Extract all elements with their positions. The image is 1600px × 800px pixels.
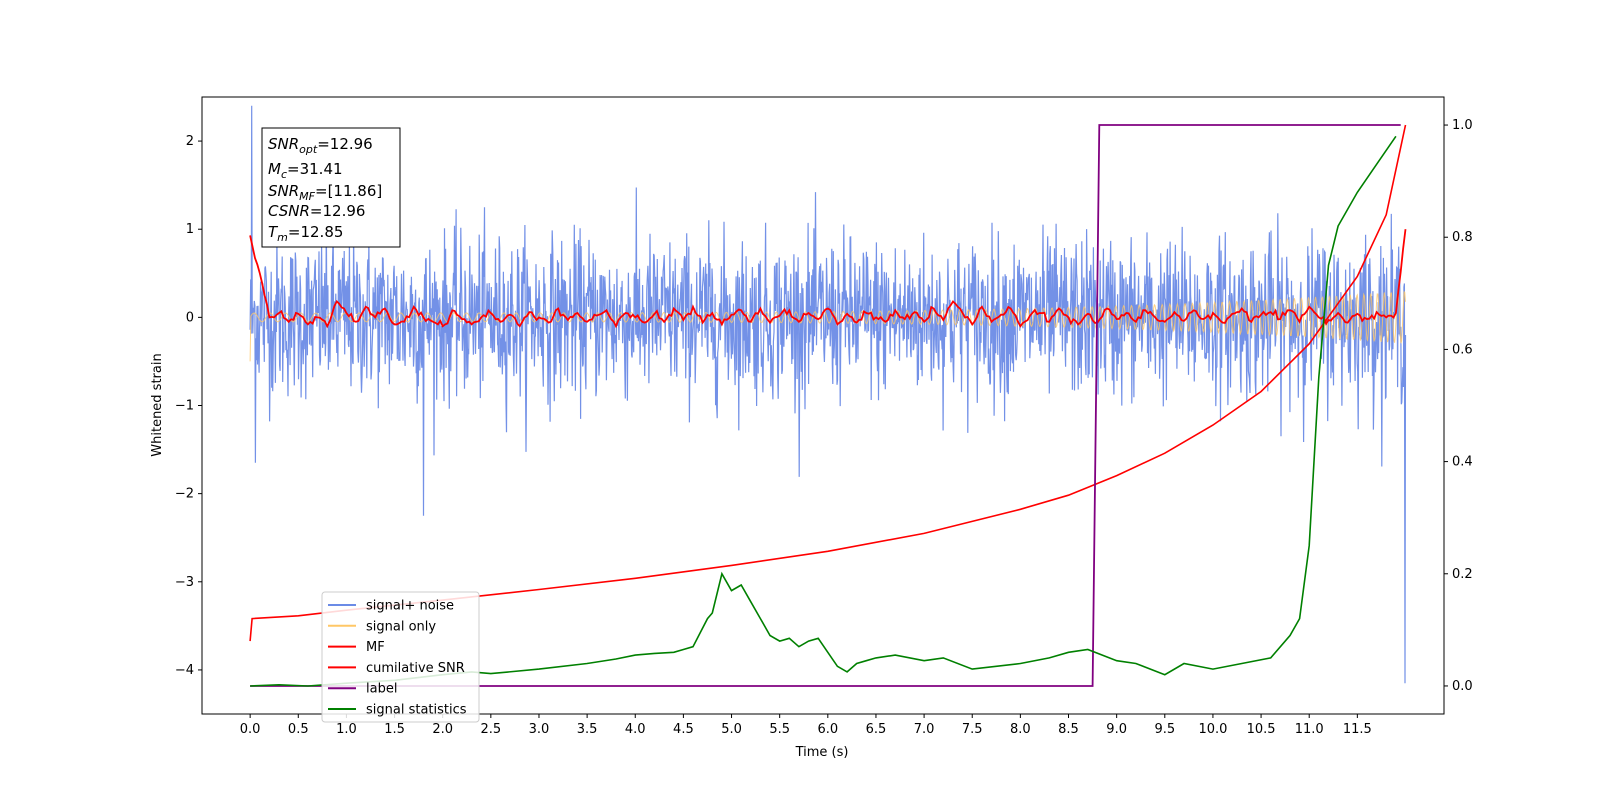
x-tick-label-1: 0.5 (288, 722, 309, 737)
x-tick-label-8: 4.0 (625, 722, 646, 737)
y2-tick-label-5: 0.0 (1452, 679, 1473, 694)
y2-tick-label-1: 0.8 (1452, 230, 1473, 245)
x-axis-label: Time (s) (795, 745, 849, 760)
legend-label-3: cumilative SNR (366, 661, 465, 676)
x-tick-label-2: 1.0 (336, 722, 357, 737)
legend-label-2: MF (366, 640, 385, 655)
x-tick-label-19: 9.5 (1154, 722, 1175, 737)
series-signal-only (249, 290, 1406, 362)
axes-layer: 0.0 0.5 1.0 1.5 2.0 2.5 3.0 3.5 4.0 4.5 5.0 5.5 6.0 6… (175, 118, 1473, 737)
y-tick-label-4: −2 (175, 487, 194, 502)
x-tick-label-23: 11.5 (1343, 722, 1372, 737)
x-tick-label-0: 0.0 (240, 722, 261, 737)
series-mf (249, 229, 1407, 329)
x-tick-label-4: 2.0 (432, 722, 453, 737)
y-tick-label-0: 2 (186, 134, 194, 149)
series-signal-statistics (250, 135, 1397, 687)
x-tick-label-10: 5.0 (721, 722, 742, 737)
info-tm: Tm=12.85 (268, 223, 343, 244)
info-csnr: CSNR=12.96 (268, 202, 365, 220)
y2-tick-label-4: 0.2 (1452, 567, 1473, 582)
y-tick-label-2: 0 (186, 310, 194, 325)
y-tick-label-3: −1 (175, 399, 194, 414)
y-tick-label-5: −3 (175, 575, 194, 590)
info-mc: Mc=31.41 (268, 160, 343, 181)
y2-tick-label-2: 0.6 (1452, 342, 1473, 357)
x-tick-label-17: 8.5 (1058, 722, 1079, 737)
x-tick-label-14: 7.0 (914, 722, 935, 737)
x-tick-label-20: 10.0 (1198, 722, 1227, 737)
x-tick-label-7: 3.5 (577, 722, 598, 737)
legend-label-4: label (366, 682, 397, 697)
x-tick-label-9: 4.5 (673, 722, 694, 737)
legend-label-0: signal+ noise (366, 599, 454, 614)
x-tick-label-3: 1.5 (384, 722, 405, 737)
info-snr-opt: SNRopt=12.96 (268, 135, 373, 156)
x-tick-label-22: 11.0 (1295, 722, 1324, 737)
x-tick-label-6: 3.0 (529, 722, 550, 737)
x-tick-label-16: 8.0 (1010, 722, 1031, 737)
legend-entries: signal+ noise signal only MF cumilative SNR… (328, 599, 467, 718)
x-tick-label-21: 10.5 (1247, 722, 1276, 737)
legend-frame (321, 591, 480, 723)
x-tick-label-11: 5.5 (769, 722, 790, 737)
x-tick-label-12: 6.0 (817, 722, 838, 737)
y2-tick-label-3: 0.4 (1452, 455, 1473, 470)
y2-tick-label-0: 1.0 (1452, 118, 1473, 133)
x-tick-label-13: 6.5 (866, 722, 887, 737)
series-label (250, 124, 1401, 687)
legend-label-5: signal statistics (366, 703, 467, 718)
x-tick-label-18: 9.0 (1106, 722, 1127, 737)
x-tick-label-5: 2.5 (480, 722, 501, 737)
info-box-frame (261, 127, 401, 248)
y-tick-label-6: −4 (175, 663, 194, 678)
info-box: SNRopt=12.96 Mc=31.41 SNRMF=[11.86] CSNR… (261, 127, 401, 248)
legend-label-1: signal only (366, 619, 436, 634)
y-tick-label-1: 1 (186, 222, 194, 237)
y-axis-label: Whitened strain (150, 353, 165, 456)
info-snr-mf: SNRMF=[11.86] (268, 182, 382, 203)
legend: signal+ noise signal only MF cumilative SNR… (321, 591, 480, 723)
x-tick-label-15: 7.5 (962, 722, 983, 737)
